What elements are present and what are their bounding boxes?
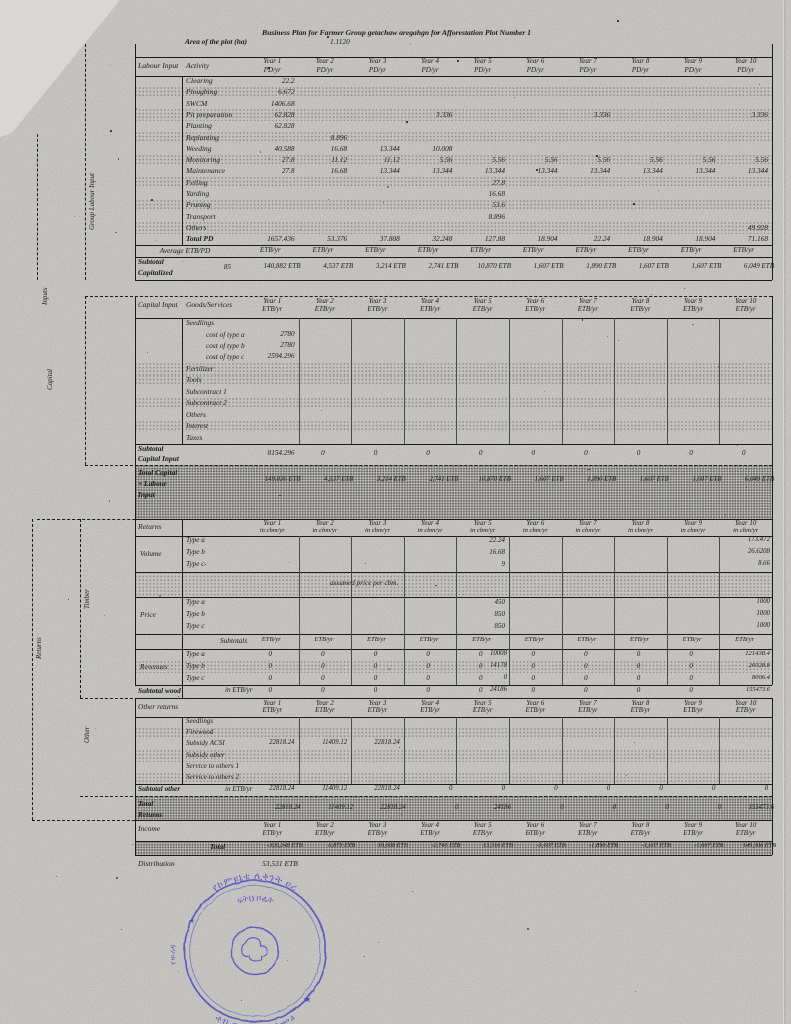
svg-text:★: ★ — [188, 917, 195, 926]
svg-text:የወረዳ: የወረዳ — [167, 944, 178, 966]
svg-text:ፍትህ ቦሬት: ፍትህ ቦሬት — [236, 893, 275, 905]
svg-text:★: ★ — [304, 995, 311, 1004]
svg-text:የኮምዩኒቲ ሊቀንት ዐረ: የኮምዩኒቲ ሊቀንት ዐረ — [210, 871, 299, 894]
